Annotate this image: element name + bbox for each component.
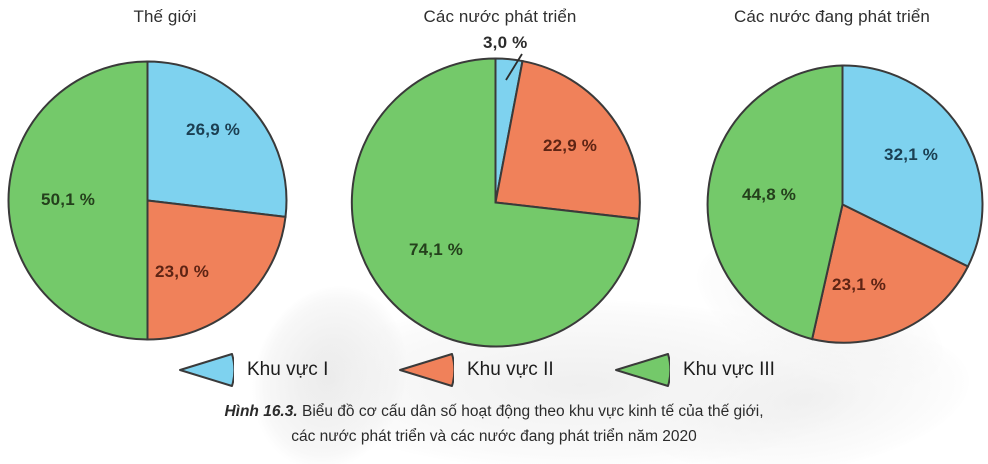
pie-slice-zone3: [7, 60, 149, 341]
slice-label-zone1-developing: 32,1 %: [884, 145, 939, 164]
slice-label-zone2-world: 23,0 %: [155, 262, 210, 281]
caption-text-2: các nước phát triển và các nước đang phá…: [291, 427, 697, 445]
pie-slice-zone2: [494, 59, 641, 221]
pie-svg-developing: [706, 64, 984, 344]
slice-label-zone1-developed: 3,0 %: [483, 33, 528, 52]
slice-label-zone3-world: 50,1 %: [41, 190, 96, 209]
slice-label-zone3-developing: 44,8 %: [742, 185, 797, 204]
legend: Khu vực I Khu vực II Khu vực III: [0, 350, 988, 396]
legend-label-zone2: Khu vực II: [467, 359, 554, 380]
figure-caption: Hình 16.3. Biểu đồ cơ cấu dân số hoạt độ…: [0, 400, 988, 450]
pie-slice-zone3: [706, 64, 844, 341]
caption-line-1: Hình 16.3. Biểu đồ cơ cấu dân số hoạt độ…: [0, 400, 988, 425]
legend-label-zone3: Khu vực III: [683, 359, 775, 380]
pie-svg-developed: [350, 57, 641, 348]
pie-wedge-icon: [615, 353, 670, 387]
chart-title-world: Thế giới: [133, 7, 197, 26]
caption-text-1: Biểu đồ cơ cấu dân số hoạt động theo khu…: [297, 403, 764, 420]
callout-leader-line: [505, 53, 523, 81]
legend-label-zone1: Khu vực I: [247, 359, 329, 380]
chart-title-developing: Các nước đang phát triển: [734, 7, 930, 26]
slice-label-zone2-developed: 22,9 %: [543, 136, 598, 155]
pie-wedge-icon: [179, 353, 234, 387]
legend-item-zone2[interactable]: Khu vực II: [398, 350, 554, 390]
pie-slice-zone2: [810, 203, 970, 344]
pie-svg-world: [7, 60, 288, 341]
pie-slice-zone3: [350, 57, 641, 348]
pie-wedge-icon: [399, 353, 454, 387]
slice-label-zone2-developing: 23,1 %: [832, 275, 887, 294]
chart-title-developed: Các nước phát triển: [423, 7, 577, 26]
figure-number: Hình 16.3.: [224, 403, 298, 420]
slice-label-zone3-developed: 74,1 %: [409, 240, 464, 259]
slice-label-zone1-world: 26,9 %: [186, 120, 241, 139]
legend-item-zone1[interactable]: Khu vực I: [178, 350, 328, 390]
pie-slice-zone1: [146, 60, 288, 219]
pie-slice-zone1: [841, 64, 984, 268]
pie-slice-zone2: [146, 199, 287, 341]
legend-item-zone3[interactable]: Khu vực III: [614, 350, 775, 390]
